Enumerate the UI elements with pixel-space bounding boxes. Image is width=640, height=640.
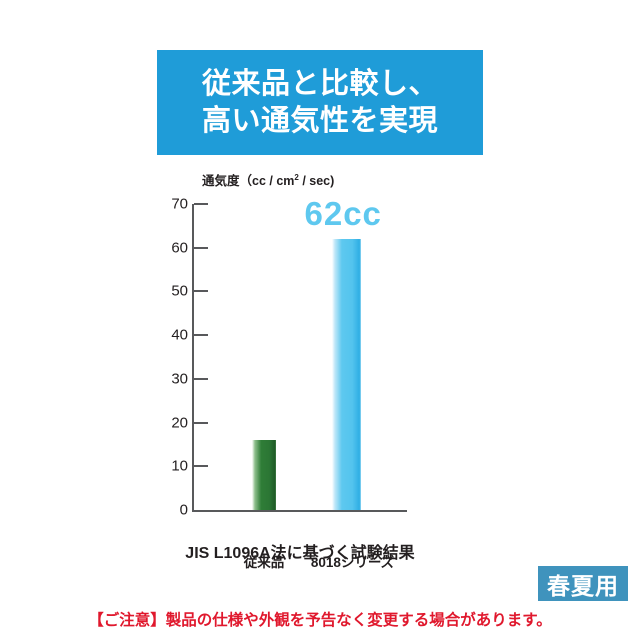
y-axis-line [192, 204, 194, 512]
headline-line-1: 従来品と比較し、 [201, 67, 438, 100]
season-badge: 春夏用 [538, 566, 628, 601]
y-axis-tick-label: 30 [171, 370, 188, 388]
y-axis-tick-label: 60 [171, 239, 188, 257]
x-category-label-8018: 8018シリーズ [310, 555, 395, 570]
headline-banner: 従来品と比較し、 高い通気性を実現 [157, 50, 483, 155]
plot-area: 70 60 50 40 30 20 10 0 62cc 従来品 8018シリーズ [171, 194, 432, 570]
chart-test-method-caption: JIS L1096A法に基づく試験結果 [185, 545, 415, 562]
y-axis-unit-prefix: （cc / cm [239, 174, 295, 188]
footer-notice: 【ご注意】製品の仕様や外観を予告なく変更する場合があります。 [88, 612, 552, 629]
y-axis-tick-label: 0 [179, 501, 188, 519]
value-callout-8018: 62cc [304, 194, 382, 232]
y-axis-tick-label: 10 [171, 457, 188, 475]
season-badge-label: 春夏用 [547, 572, 619, 599]
y-axis-tick-label: 20 [171, 414, 188, 432]
y-axis-tick [194, 334, 208, 337]
y-axis-tick [194, 203, 208, 205]
y-axis-unit-label: 通気度（cc / cm2 / sec) [202, 170, 334, 189]
y-axis-tick-label: 40 [171, 326, 188, 344]
y-axis-tick [194, 465, 208, 468]
bar-8018-series [332, 238, 361, 510]
x-category-label-legacy: 従来品 [243, 555, 285, 570]
y-axis-unit-label-text: 通気度 [202, 174, 240, 188]
y-axis-tick [194, 246, 208, 249]
y-axis-tick-label: 70 [171, 195, 188, 213]
headline-line-2: 高い通気性を実現 [201, 104, 438, 137]
y-axis-tick [194, 377, 208, 380]
y-axis-tick [194, 421, 208, 424]
y-axis-unit-suffix: / sec) [298, 174, 335, 188]
x-axis-line [192, 510, 407, 512]
breathability-bar-chart: 通気度（cc / cm2 / sec) 70 60 50 40 30 20 10 0 62cc… [150, 165, 450, 570]
bar-legacy-product [252, 440, 276, 510]
y-axis-unit-superscript: 2 [294, 172, 299, 182]
y-axis-tick [194, 290, 208, 293]
y-axis-tick-label: 50 [171, 282, 188, 300]
